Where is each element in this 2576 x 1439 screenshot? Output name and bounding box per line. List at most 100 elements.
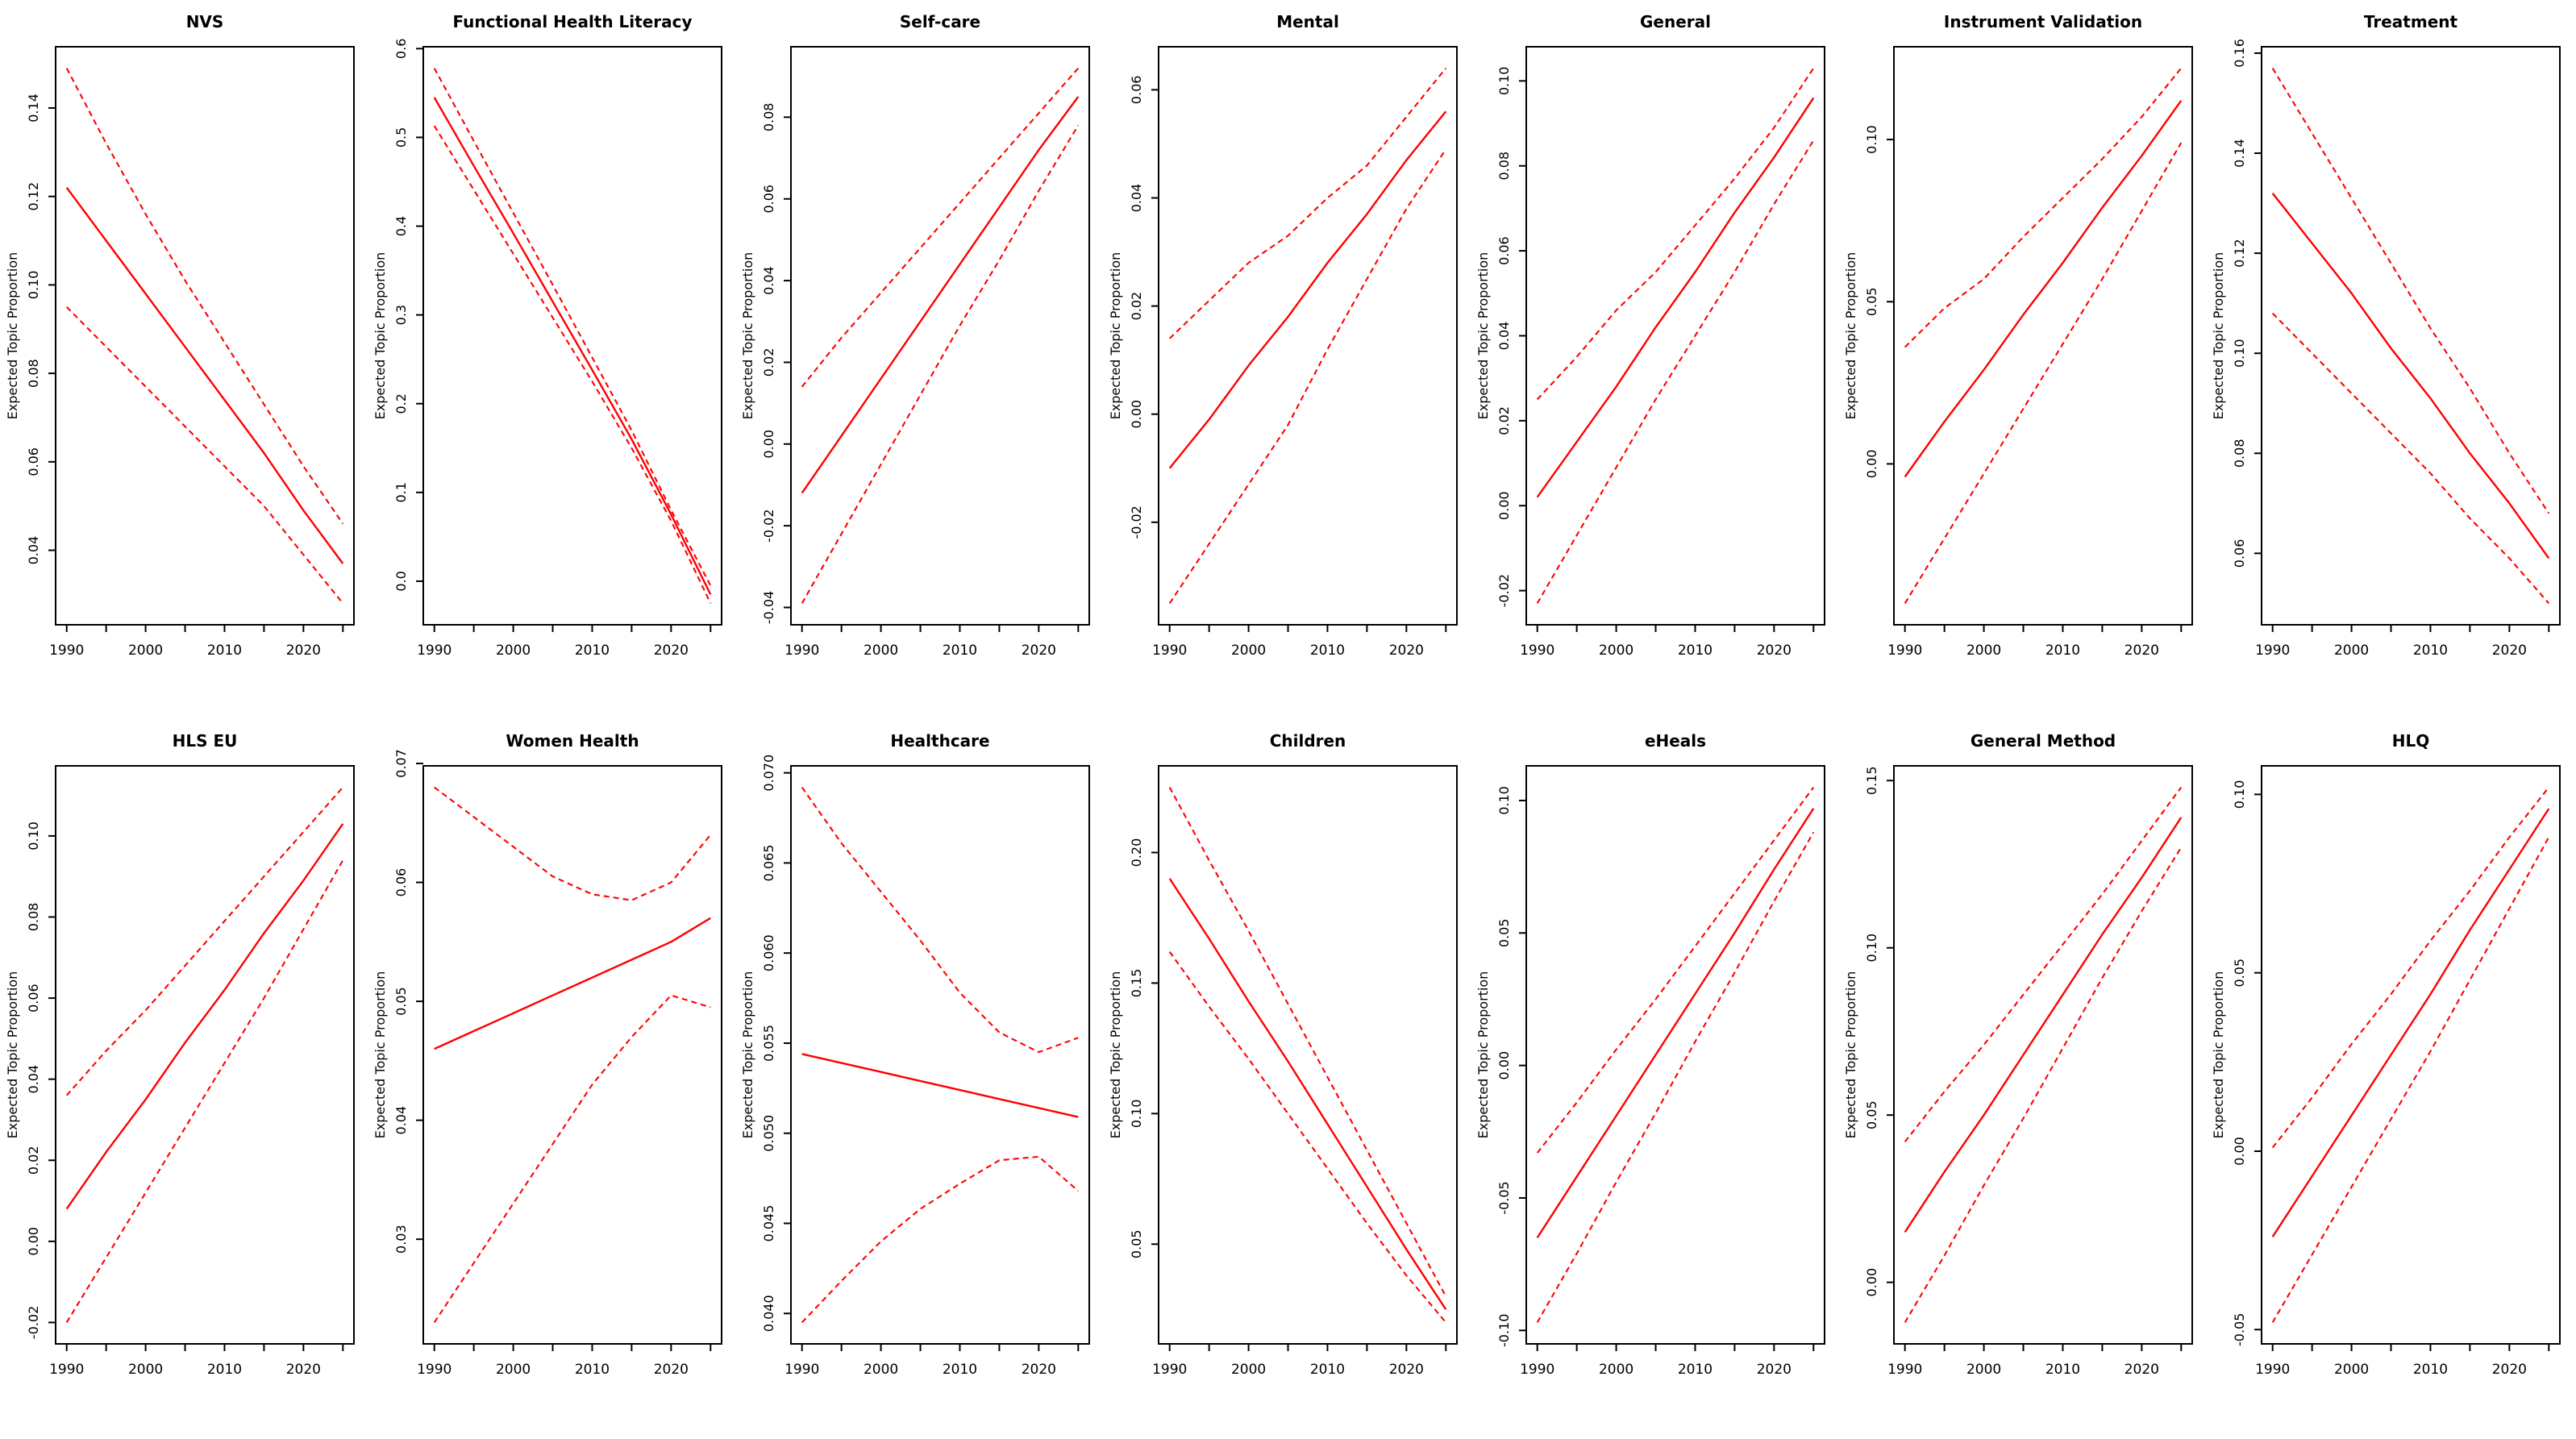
upper-ci-line	[65, 786, 344, 1096]
upper-ci-line	[433, 68, 712, 586]
x-tick-label: 2000	[128, 1362, 163, 1378]
upper-ci-line	[2271, 786, 2550, 1149]
y-tick-label: 0.00	[1496, 491, 1512, 520]
x-tick-label: 1990	[2255, 1362, 2290, 1378]
y-axis-label: Expected Topic Proportion	[372, 971, 388, 1139]
upper-ci-line	[801, 786, 1079, 1054]
y-tick-label: -0.05	[2232, 1313, 2247, 1346]
y-tick-label: 0.16	[2232, 39, 2247, 68]
x-tick-label: 2000	[1966, 1362, 2001, 1378]
y-tick-label: 0.00	[1864, 450, 1879, 479]
x-tick-label: 2010	[2413, 643, 2448, 659]
lower-ci-line	[433, 125, 712, 604]
plot-title: Mental	[1276, 12, 1339, 31]
plot-box	[1525, 765, 1825, 1345]
x-tick-label: 2000	[2334, 1362, 2369, 1378]
y-tick-label: 0.20	[1129, 838, 1144, 867]
plot-panel-women-health: Women Health Expected Topic Proportion 0.0…	[368, 719, 736, 1438]
y-tick-label: 0.070	[761, 755, 776, 792]
y-tick-label: 0.10	[1864, 125, 1879, 154]
x-tick-label: 2000	[128, 643, 163, 659]
estimate-line	[1536, 808, 1815, 1238]
y-tick-label: -0.02	[761, 509, 776, 542]
y-axis-label: Expected Topic Proportion	[1475, 252, 1491, 420]
y-tick-label: 0.07	[393, 749, 409, 778]
plot-panel-eheals: eHeals Expected Topic Proportion -0.10 -0.0…	[1471, 719, 1839, 1438]
x-tick-label: 1990	[49, 1362, 84, 1378]
y-tick-label: 0.00	[1864, 1268, 1879, 1297]
y-tick-label: 0.02	[761, 348, 776, 377]
upper-ci-line	[801, 67, 1080, 388]
y-tick-label: 0.10	[1496, 786, 1512, 815]
y-tick-label: 0.04	[26, 1065, 41, 1094]
plot-svg-hls-eu: HLS EU Expected Topic Proportion -0.02 0.00…	[5, 731, 355, 1378]
y-tick-label: -0.02	[1129, 505, 1144, 539]
plot-title: HLS EU	[173, 731, 238, 751]
plot-panel-hls-eu: HLS EU Expected Topic Proportion -0.02 0.00…	[1, 719, 368, 1438]
y-tick-label: 0.00	[1496, 1051, 1512, 1080]
estimate-line	[65, 186, 344, 564]
upper-ci-line	[2271, 68, 2550, 514]
y-tick-label: 0.12	[26, 182, 41, 211]
plot-panel-general: General Expected Topic Proportion -0.02 0.0…	[1471, 0, 1839, 719]
y-tick-label: 0.14	[26, 94, 41, 123]
x-tick-label: 2010	[1678, 643, 1712, 659]
y-axis-label: Expected Topic Proportion	[372, 252, 388, 420]
y-tick-label: -0.02	[26, 1306, 41, 1339]
y-tick-label: 0.12	[2232, 239, 2247, 268]
plot-box	[2261, 765, 2561, 1345]
x-tick-label: 2020	[2124, 1362, 2159, 1378]
lower-ci-line	[1536, 139, 1815, 604]
upper-ci-line	[1168, 67, 1447, 339]
x-tick-label: 1990	[1152, 1362, 1187, 1378]
y-tick-label: 0.08	[26, 903, 41, 932]
x-tick-label: 1990	[784, 1362, 819, 1378]
plot-box	[1525, 46, 1825, 626]
plot-svg-self-care: Self-care Expected Topic Proportion -0.04 -…	[740, 12, 1090, 659]
estimate-line	[1168, 878, 1447, 1310]
plot-svg-instrument-validation: Instrument Validation Expected Topic Prop…	[1843, 12, 2193, 659]
estimate-line	[1904, 817, 2183, 1233]
y-axis-label: Expected Topic Proportion	[1843, 971, 1858, 1139]
x-tick-label: 2010	[2413, 1362, 2448, 1378]
y-tick-label: 0.15	[1864, 766, 1879, 795]
upper-ci-line	[65, 68, 344, 525]
upper-ci-line	[1904, 67, 2183, 348]
plot-panel-healthcare: Healthcare Expected Topic Proportion 0.040…	[736, 719, 1104, 1438]
plot-box	[422, 765, 722, 1345]
y-tick-label: 0.05	[393, 987, 409, 1016]
y-tick-label: 0.2	[393, 393, 409, 414]
plot-box	[2261, 46, 2561, 626]
plot-box	[790, 765, 1090, 1345]
x-tick-label: 2020	[286, 643, 321, 659]
y-tick-label: 0.05	[1496, 919, 1512, 948]
y-tick-label: 0.10	[26, 271, 41, 300]
plot-box	[1158, 46, 1458, 626]
plot-title: General Method	[1970, 731, 2116, 751]
y-tick-label: 0.060	[761, 934, 776, 971]
plot-title: HLQ	[2392, 731, 2429, 751]
x-tick-label: 2010	[2045, 643, 2080, 659]
plot-panel-functional-health-literacy: Functional Health Literacy Expected Topic…	[368, 0, 736, 719]
x-tick-label: 2020	[654, 643, 689, 659]
x-tick-label: 1990	[1887, 643, 1922, 659]
y-tick-label: 0.00	[2232, 1137, 2247, 1166]
plot-panel-treatment: Treatment Expected Topic Proportion 0.06 0.…	[2207, 0, 2574, 719]
plot-title: Self-care	[900, 12, 980, 31]
plot-title: Instrument Validation	[1944, 12, 2142, 31]
x-tick-label: 2020	[2124, 643, 2159, 659]
x-tick-label: 2020	[1389, 1362, 1424, 1378]
x-tick-label: 2020	[1022, 1362, 1056, 1378]
x-tick-label: 1990	[2255, 643, 2290, 659]
estimate-line	[1536, 97, 1815, 498]
lower-ci-line	[801, 124, 1080, 604]
y-axis-label: Expected Topic Proportion	[2211, 252, 2226, 420]
upper-ci-line	[1904, 786, 2183, 1143]
y-tick-label: 0.14	[2232, 139, 2247, 168]
plot-title: NVS	[186, 12, 224, 31]
plot-svg-eheals: eHeals Expected Topic Proportion -0.10 -0.0…	[1475, 731, 1825, 1378]
y-axis-label: Expected Topic Proportion	[1108, 252, 1123, 420]
y-tick-label: 0.06	[1129, 76, 1144, 105]
plot-svg-hlq: HLQ Expected Topic Proportion -0.05 0.00 0.0…	[2211, 731, 2561, 1378]
lower-ci-line	[2271, 312, 2550, 605]
